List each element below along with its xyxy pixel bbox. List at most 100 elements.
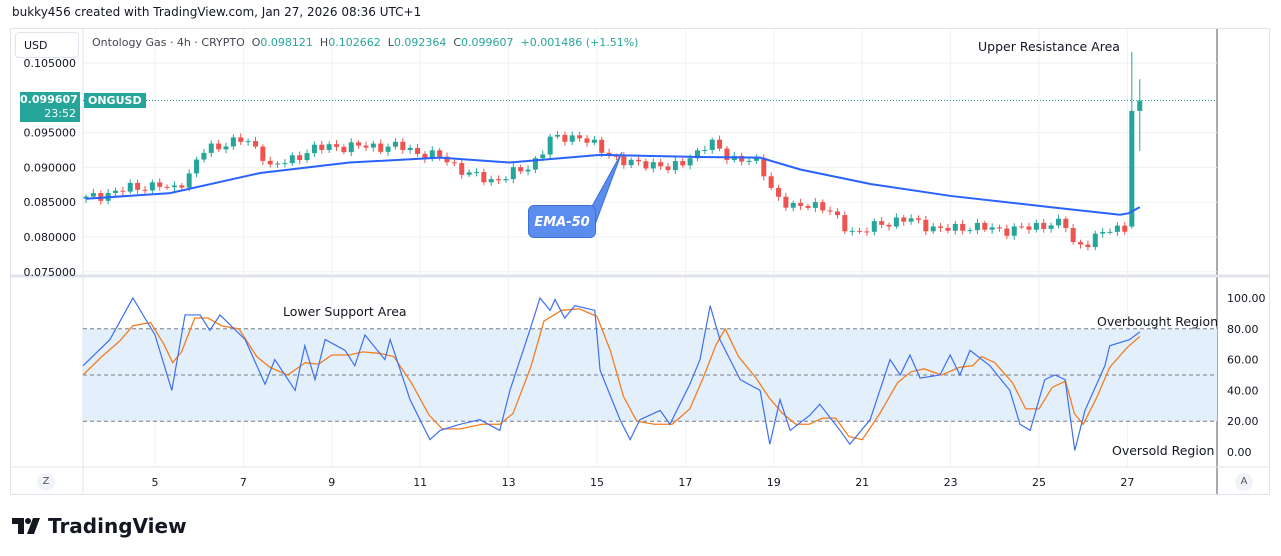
candle-body: [938, 226, 944, 228]
candle: [194, 156, 200, 178]
candle: [871, 218, 877, 236]
candle-body: [127, 182, 133, 192]
candle: [451, 159, 457, 167]
candle-body: [1085, 244, 1091, 248]
symbol-tag: ONGUSD: [84, 93, 146, 108]
candle-body: [179, 185, 185, 188]
candle: [960, 219, 966, 235]
candle-body: [245, 141, 251, 143]
candle-body: [1092, 233, 1098, 248]
candle-body: [893, 217, 899, 227]
auto-scale-button[interactable]: A: [1235, 473, 1253, 491]
candle: [694, 147, 700, 162]
symbol-name: Ontology Gas · 4h · CRYPTO: [92, 36, 245, 49]
candle: [157, 178, 163, 191]
candle: [171, 181, 177, 192]
currency-button[interactable]: USD: [15, 32, 79, 58]
candle-body: [451, 162, 457, 164]
candle: [709, 137, 715, 154]
candle-body: [871, 221, 877, 232]
rsi-line: [82, 296, 1141, 451]
candle: [289, 152, 295, 166]
candle: [496, 175, 502, 185]
candle-body: [665, 166, 671, 171]
candle-body: [613, 155, 619, 157]
candle: [481, 168, 487, 186]
candle-body: [201, 152, 207, 160]
candle: [120, 186, 126, 196]
candle-body: [857, 230, 863, 232]
candle: [857, 227, 863, 234]
candle: [577, 131, 583, 142]
candle-body: [142, 189, 148, 191]
candle: [392, 138, 398, 150]
candle-body: [827, 210, 833, 212]
candle: [893, 213, 899, 229]
candle: [930, 223, 936, 234]
timezone-button[interactable]: Z: [37, 473, 55, 491]
candle-body: [820, 202, 826, 211]
candle: [370, 140, 376, 152]
candle: [864, 227, 870, 236]
candle: [348, 138, 354, 157]
candle: [982, 220, 988, 232]
close-value: 0.099607: [461, 36, 514, 49]
candle: [245, 138, 251, 146]
candle-body: [392, 141, 398, 147]
candle: [238, 133, 244, 146]
candle-body: [1137, 100, 1143, 111]
candle-body: [658, 162, 664, 167]
candle: [135, 179, 141, 194]
candle-body: [186, 173, 192, 188]
candle-body: [260, 146, 266, 161]
candle-body: [1055, 218, 1061, 226]
candle: [400, 138, 406, 154]
candle-body: [761, 157, 767, 177]
candle: [1026, 222, 1032, 234]
candle: [466, 169, 472, 178]
candle-body: [297, 155, 303, 161]
candle-body: [1078, 242, 1084, 245]
candle: [113, 187, 119, 197]
candle-body: [1041, 222, 1047, 229]
candle: [606, 148, 612, 159]
candle-body: [1011, 226, 1017, 236]
y-tick-label: 0.080000: [24, 231, 77, 244]
candle: [275, 160, 281, 169]
candle: [915, 215, 921, 224]
rsi-tick-label: 0.00: [1227, 446, 1252, 459]
candle: [297, 151, 303, 165]
candle: [569, 131, 575, 146]
candle: [1070, 223, 1076, 245]
candle-body: [149, 182, 155, 191]
candle-body: [628, 159, 634, 166]
candle: [407, 144, 413, 154]
candle-body: [282, 163, 288, 165]
candle-body: [805, 205, 811, 208]
candle: [1107, 228, 1113, 235]
x-tick-label: 9: [328, 476, 335, 489]
candle-body: [562, 134, 568, 142]
candle-body: [650, 162, 656, 169]
candle-body: [157, 182, 163, 187]
candle-body: [223, 146, 229, 150]
candle: [997, 224, 1003, 232]
y-tick-label: 0.095000: [24, 127, 77, 140]
candle-body: [798, 202, 804, 206]
last-price: 0.099607: [20, 93, 78, 106]
candle-body: [776, 187, 782, 197]
low-value: 0.092364: [393, 36, 447, 49]
x-tick-label: 5: [152, 476, 159, 489]
candle: [149, 179, 155, 194]
candle-body: [886, 224, 892, 227]
candle: [886, 222, 892, 231]
candle: [525, 165, 531, 176]
candle: [717, 135, 723, 152]
rsi-tick-label: 100.00: [1227, 292, 1266, 305]
candle-body: [83, 196, 89, 199]
candle-body: [834, 211, 840, 216]
candle-body: [171, 185, 177, 188]
candle-body: [790, 202, 796, 208]
candle-body: [378, 143, 384, 152]
